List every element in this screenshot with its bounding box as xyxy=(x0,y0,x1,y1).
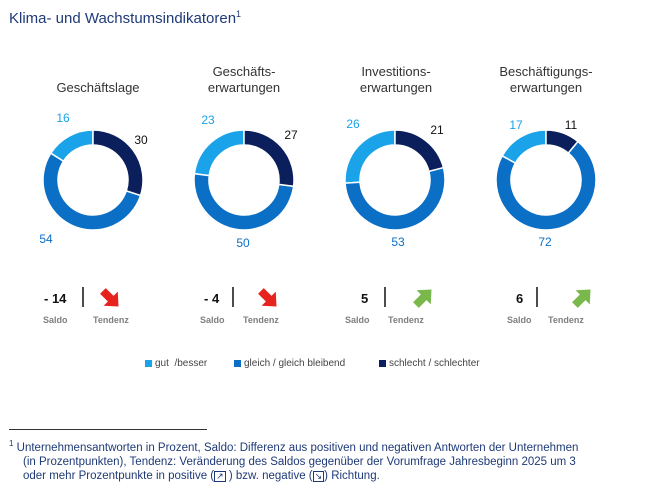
donut-3-value-gleich: 72 xyxy=(538,235,552,249)
donut-3-slice-gut xyxy=(501,129,547,165)
donut-0-value-gut: 16 xyxy=(56,111,70,125)
tendenz-arrow-up-icon-2 xyxy=(413,289,432,308)
saldo-label: Saldo xyxy=(345,315,370,325)
donut-1-slice-gleich xyxy=(193,172,295,231)
legend-item-gleich: gleich / gleich bleibend xyxy=(234,358,345,369)
tendenz-arrow-down-icon-0 xyxy=(100,288,119,307)
donut-2-slice-schlecht xyxy=(394,129,445,173)
donut-2-slice-gut xyxy=(344,129,396,184)
tendenz-label: Tendenz xyxy=(388,315,424,325)
donut-3-slice-gleich xyxy=(495,140,597,231)
donut-2-value-schlecht: 21 xyxy=(430,123,444,137)
tendenz-label: Tendenz xyxy=(243,315,279,325)
donut-1-slice-schlecht xyxy=(243,129,295,188)
donut-charts: 16 54 30 23 50 27 26 53 21 17 72 11 xyxy=(39,111,597,308)
tendenz-arrow-up-icon-3 xyxy=(572,289,591,308)
donut-2-value-gut: 26 xyxy=(346,117,360,131)
saldo-label: Saldo xyxy=(43,315,68,325)
tendenz-label: Tendenz xyxy=(93,315,129,325)
tendenz-arrow-down-icon-1 xyxy=(258,288,277,307)
donut-0-value-gleich: 54 xyxy=(39,232,53,246)
saldo-value: 5 xyxy=(361,291,369,306)
arrow-up-right-icon: ↗ xyxy=(214,470,226,482)
donut-1-value-schlecht: 27 xyxy=(284,128,298,142)
donut-1-value-gleich: 50 xyxy=(236,236,250,250)
donut-3-slice-schlecht xyxy=(545,129,579,155)
saldo-value: 6 xyxy=(516,291,524,306)
donut-3-value-gut: 17 xyxy=(509,118,523,132)
saldo-label: Saldo xyxy=(200,315,225,325)
donut-1-slice-gut xyxy=(193,129,245,177)
donut-0-value-schlecht: 30 xyxy=(134,133,148,147)
donut-3-value-schlecht: 11 xyxy=(565,118,578,132)
donut-2-slice-gleich xyxy=(344,166,446,231)
saldo-label: Saldo xyxy=(507,315,532,325)
saldo-value: - 14 xyxy=(44,291,67,306)
chart-label-2: Investitions-erwartungen xyxy=(359,64,433,95)
arrow-down-right-icon: ↘ xyxy=(312,470,325,482)
donut-2-value-gleich: 53 xyxy=(391,235,405,249)
saldo-value: - 4 xyxy=(204,291,220,306)
legend-item-gut: gut /besser xyxy=(145,358,207,369)
chart-label-0: Geschäftslage xyxy=(56,80,140,95)
legend-swatch xyxy=(379,360,386,367)
footnote-divider xyxy=(9,429,207,430)
donut-0-slice-gleich xyxy=(42,152,142,231)
donut-0-slice-schlecht xyxy=(92,129,144,197)
chart-label-1: Geschäfts-erwartungen xyxy=(207,64,281,95)
tendenz-label: Tendenz xyxy=(548,315,584,325)
footnote: 1 Unternehmensantworten in Prozent, Sald… xyxy=(9,439,579,482)
page-title: Klima- und Wachstumsindikatoren1 xyxy=(9,9,242,27)
legend-swatch xyxy=(145,360,152,367)
donut-1-value-gut: 23 xyxy=(201,113,215,127)
chart-label-3: Beschäftigungs-erwartungen xyxy=(499,64,593,95)
legend-swatch xyxy=(234,360,241,367)
legend-item-schlecht: schlecht / schlechter xyxy=(379,358,480,369)
